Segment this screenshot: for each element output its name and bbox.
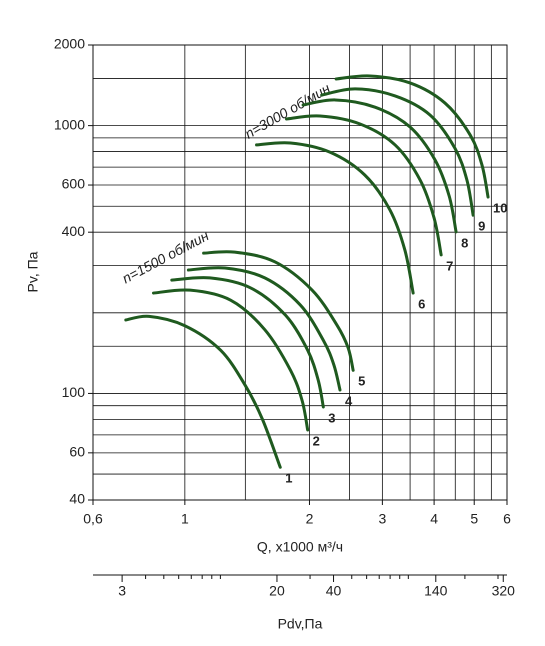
curve [301, 98, 458, 234]
x2-axis-label: Pdv,Па [278, 616, 323, 632]
curve-label: 8 [461, 235, 468, 250]
x-tick-label: 5 [470, 511, 478, 527]
curve-label: 6 [418, 297, 425, 312]
y-tick-label: 600 [62, 176, 86, 192]
curve-label: 5 [358, 374, 365, 389]
x-tick-label: 1 [181, 511, 189, 527]
y-axis-label: Pv, Па [25, 251, 41, 292]
y-tick-label: 60 [69, 444, 85, 460]
x-tick-label: 4 [430, 511, 438, 527]
curve [255, 141, 415, 295]
curve [170, 276, 325, 409]
x-tick-label: 3 [378, 511, 386, 527]
plot-frame [92, 44, 508, 501]
x-tick-label: 2 [306, 511, 314, 527]
curve-label: 1 [285, 471, 292, 486]
annotation: n=3000 об/мин [242, 80, 333, 142]
y-tick-label: 40 [69, 491, 85, 507]
y-tick-label: 2000 [54, 36, 85, 52]
curve [284, 114, 443, 257]
x-tick-label: 0,6 [83, 511, 103, 527]
x2-tick-label: 320 [492, 583, 516, 599]
curve [334, 74, 490, 199]
y-tick-label: 400 [62, 223, 86, 239]
curve [202, 250, 355, 372]
curve [151, 288, 310, 432]
curve [186, 266, 342, 392]
curve [124, 314, 282, 469]
x2-tick-label: 40 [326, 583, 342, 599]
y-tick-label: 100 [62, 384, 86, 400]
curve-label: 4 [345, 393, 353, 408]
x-axis-label: Q, x1000 м³/ч [257, 539, 343, 555]
curve-label: 9 [478, 219, 485, 234]
curve-label: 7 [446, 258, 453, 273]
curve-label: 10 [493, 201, 507, 216]
x2-tick-label: 3 [118, 583, 126, 599]
y-tick-label: 1000 [54, 116, 85, 132]
x-tick-label: 6 [503, 511, 511, 527]
curve [320, 87, 475, 217]
x2-tick-label: 140 [424, 583, 448, 599]
x2-tick-label: 20 [269, 583, 285, 599]
curve-label: 3 [328, 410, 335, 425]
curve-label: 2 [313, 433, 320, 448]
